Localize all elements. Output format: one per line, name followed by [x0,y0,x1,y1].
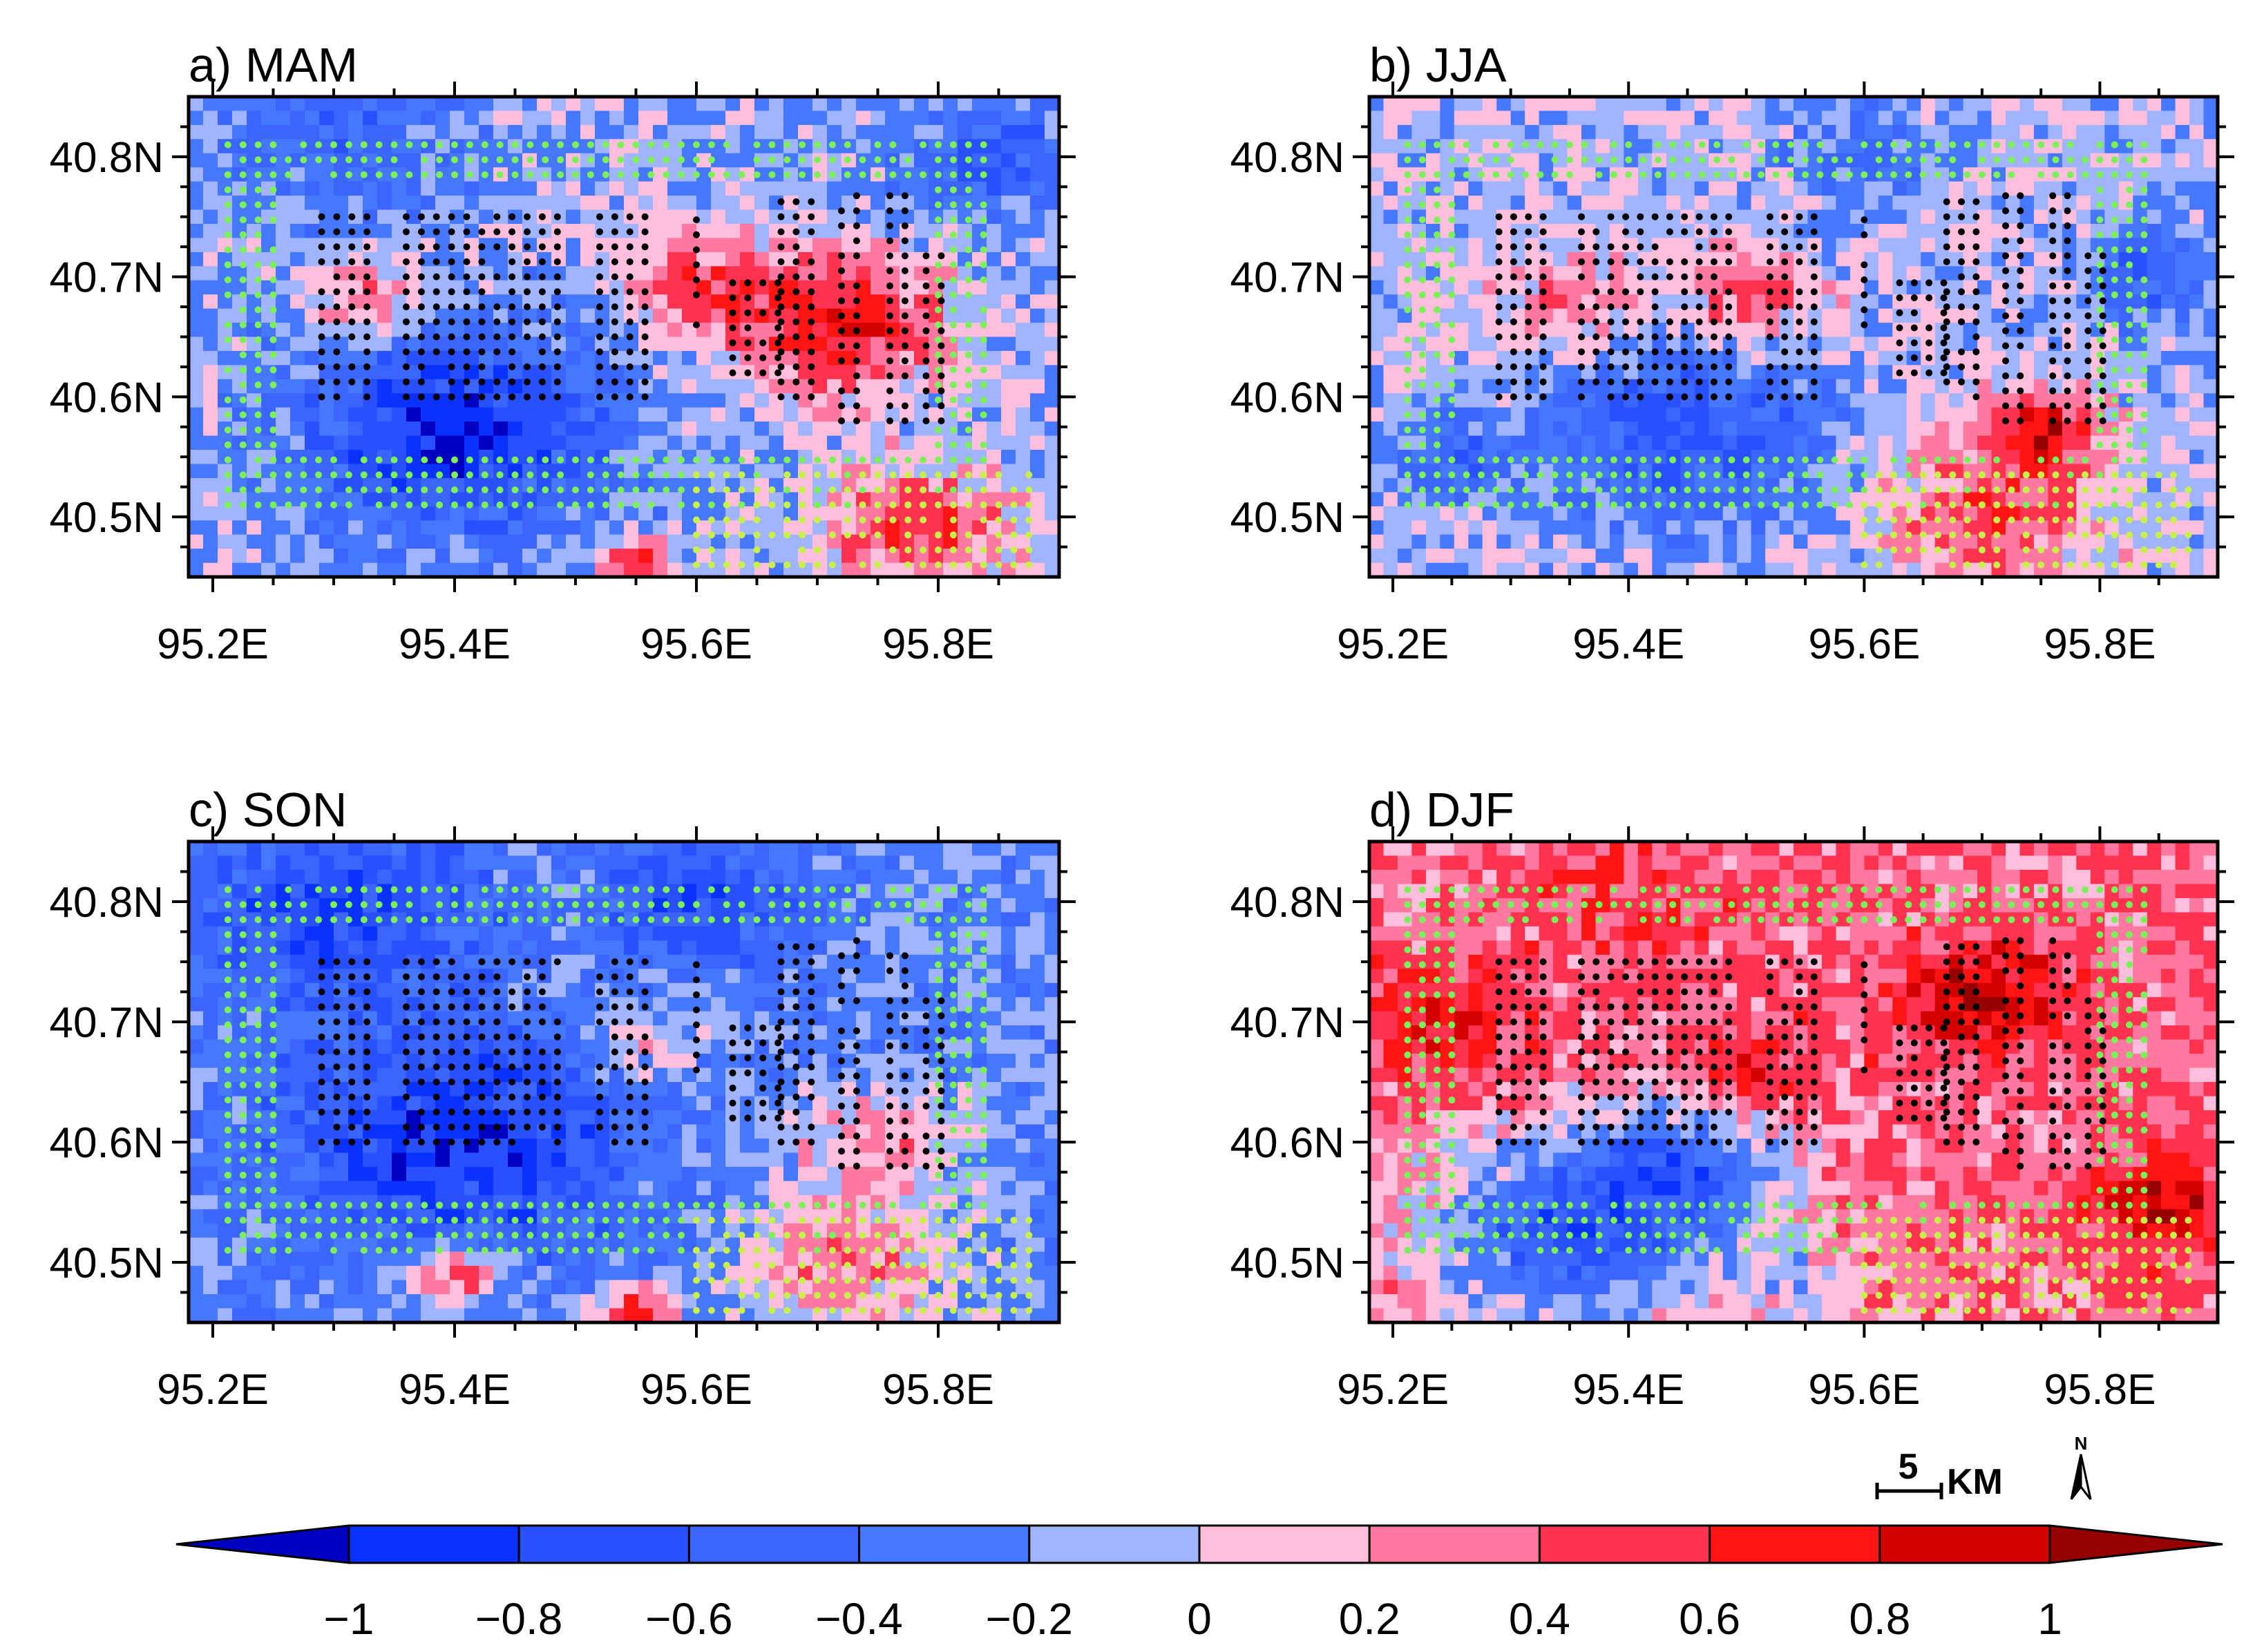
lat-tick-label: 40.7N [50,999,164,1047]
colorbar-tick-label: 0.8 [1849,1594,1910,1644]
lat-tick-label: 40.7N [50,254,164,302]
scale-bar-value: 5 [1899,1447,1919,1487]
axis-ticks [1353,826,2234,1338]
map-panel-b: 40.8N 40.7N 40.6N 40.5N 95.2E 95.4E 95.6E 95.8E… [1230,38,2234,668]
lon-tick-label: 95.6E [640,1366,752,1414]
colorbar-tick-label: 1 [2037,1594,2062,1644]
significance-dots [224,886,1033,1314]
lon-tick-label: 95.6E [640,620,752,668]
lon-tick-label: 95.4E [399,620,511,668]
colorbar-high-arrow [2048,1524,2223,1564]
scale-bar: 5 KM [1875,1447,2003,1502]
colorbar-segment [1368,1524,1541,1564]
map-panel-d: 40.8N 40.7N 40.6N 40.5N 95.2E 95.4E 95.6E 95.8E… [1230,783,2234,1414]
lat-tick-label: 40.5N [50,494,164,542]
map-panel-c: 40.8N 40.7N 40.6N 40.5N 95.2E 95.4E 95.6E 95.8E… [50,783,1076,1414]
panel-title: c) SON [189,783,347,837]
colorbar-segment [1198,1524,1371,1564]
lon-tick-label: 95.2E [1337,620,1449,668]
north-arrow-label: N [2075,1433,2088,1454]
colorbar-segment [1709,1524,1881,1564]
colorbar-segment [858,1524,1031,1564]
colorbar-low-arrow [175,1524,350,1564]
lat-tick-label: 40.7N [1230,999,1344,1047]
lon-tick-label: 95.4E [1572,1366,1684,1414]
lon-tick-label: 95.8E [2044,1366,2156,1414]
colorbar-tick-label: 0.4 [1509,1594,1570,1644]
colorbar-tick-label: −0.8 [475,1594,562,1644]
contour-field [1369,842,2218,1322]
lon-tick-label: 95.4E [1572,620,1684,668]
scale-bar-unit: KM [1947,1462,2003,1502]
lat-tick-label: 40.8N [1230,879,1344,927]
lon-tick-label: 95.2E [1337,1366,1449,1414]
colorbar-tick-label: −1 [324,1594,374,1644]
panel-title: b) JJA [1369,38,1507,92]
colorbar-tick-label: 0.6 [1679,1594,1740,1644]
significance-dots [224,141,1033,569]
lat-tick-label: 40.8N [1230,134,1344,182]
contour-field [1369,97,2218,577]
colorbar-tick-label: −0.4 [815,1594,902,1644]
lat-tick-label: 40.6N [1230,1119,1344,1167]
colorbar-segment [517,1524,690,1564]
colorbar: −1 −0.8 −0.6 −0.4 −0.2 0 0.2 0.4 0.6 0.8 1 [175,1524,2223,1644]
panel-title: a) MAM [189,38,358,92]
lat-tick-label: 40.5N [1230,494,1344,542]
lon-tick-label: 95.2E [157,1366,269,1414]
lon-tick-label: 95.6E [1808,1366,1920,1414]
map-panel-a: 40.8N 40.7N 40.6N 40.5N 95.2E 95.4E 95.6E 95.8E… [50,38,1076,668]
axis-ticks [172,826,1076,1338]
lon-tick-label: 95.8E [882,1366,994,1414]
colorbar-tick-label: −0.2 [986,1594,1073,1644]
lat-tick-label: 40.7N [1230,254,1344,302]
colorbar-segment [1878,1524,2051,1564]
lat-tick-label: 40.6N [50,374,164,421]
colorbar-tick-label: −0.6 [645,1594,732,1644]
lat-tick-label: 40.8N [50,134,164,182]
contour-field [189,97,1059,577]
lat-tick-label: 40.5N [50,1240,164,1287]
colorbar-segment [348,1524,520,1564]
axis-ticks [172,82,1076,592]
colorbar-segment [1028,1524,1201,1564]
lon-tick-label: 95.8E [2044,620,2156,668]
colorbar-segment [687,1524,861,1564]
north-arrow-icon: N [2070,1433,2092,1500]
colorbar-tick-label: 0 [1187,1594,1212,1644]
axis-ticks [1353,82,2234,592]
lon-tick-label: 95.2E [157,620,269,668]
lat-tick-label: 40.5N [1230,1240,1344,1287]
significance-dots [1404,141,2192,569]
lat-tick-label: 40.6N [1230,374,1344,421]
lat-tick-label: 40.8N [50,879,164,927]
panel-title: d) DJF [1369,783,1514,837]
colorbar-tick-label: 0.2 [1339,1594,1400,1644]
colorbar-segment [1538,1524,1711,1564]
lon-tick-label: 95.8E [882,620,994,668]
lon-tick-label: 95.4E [399,1366,511,1414]
significance-dots [1404,886,2192,1314]
lat-tick-label: 40.6N [50,1119,164,1167]
lon-tick-label: 95.6E [1808,620,1920,668]
